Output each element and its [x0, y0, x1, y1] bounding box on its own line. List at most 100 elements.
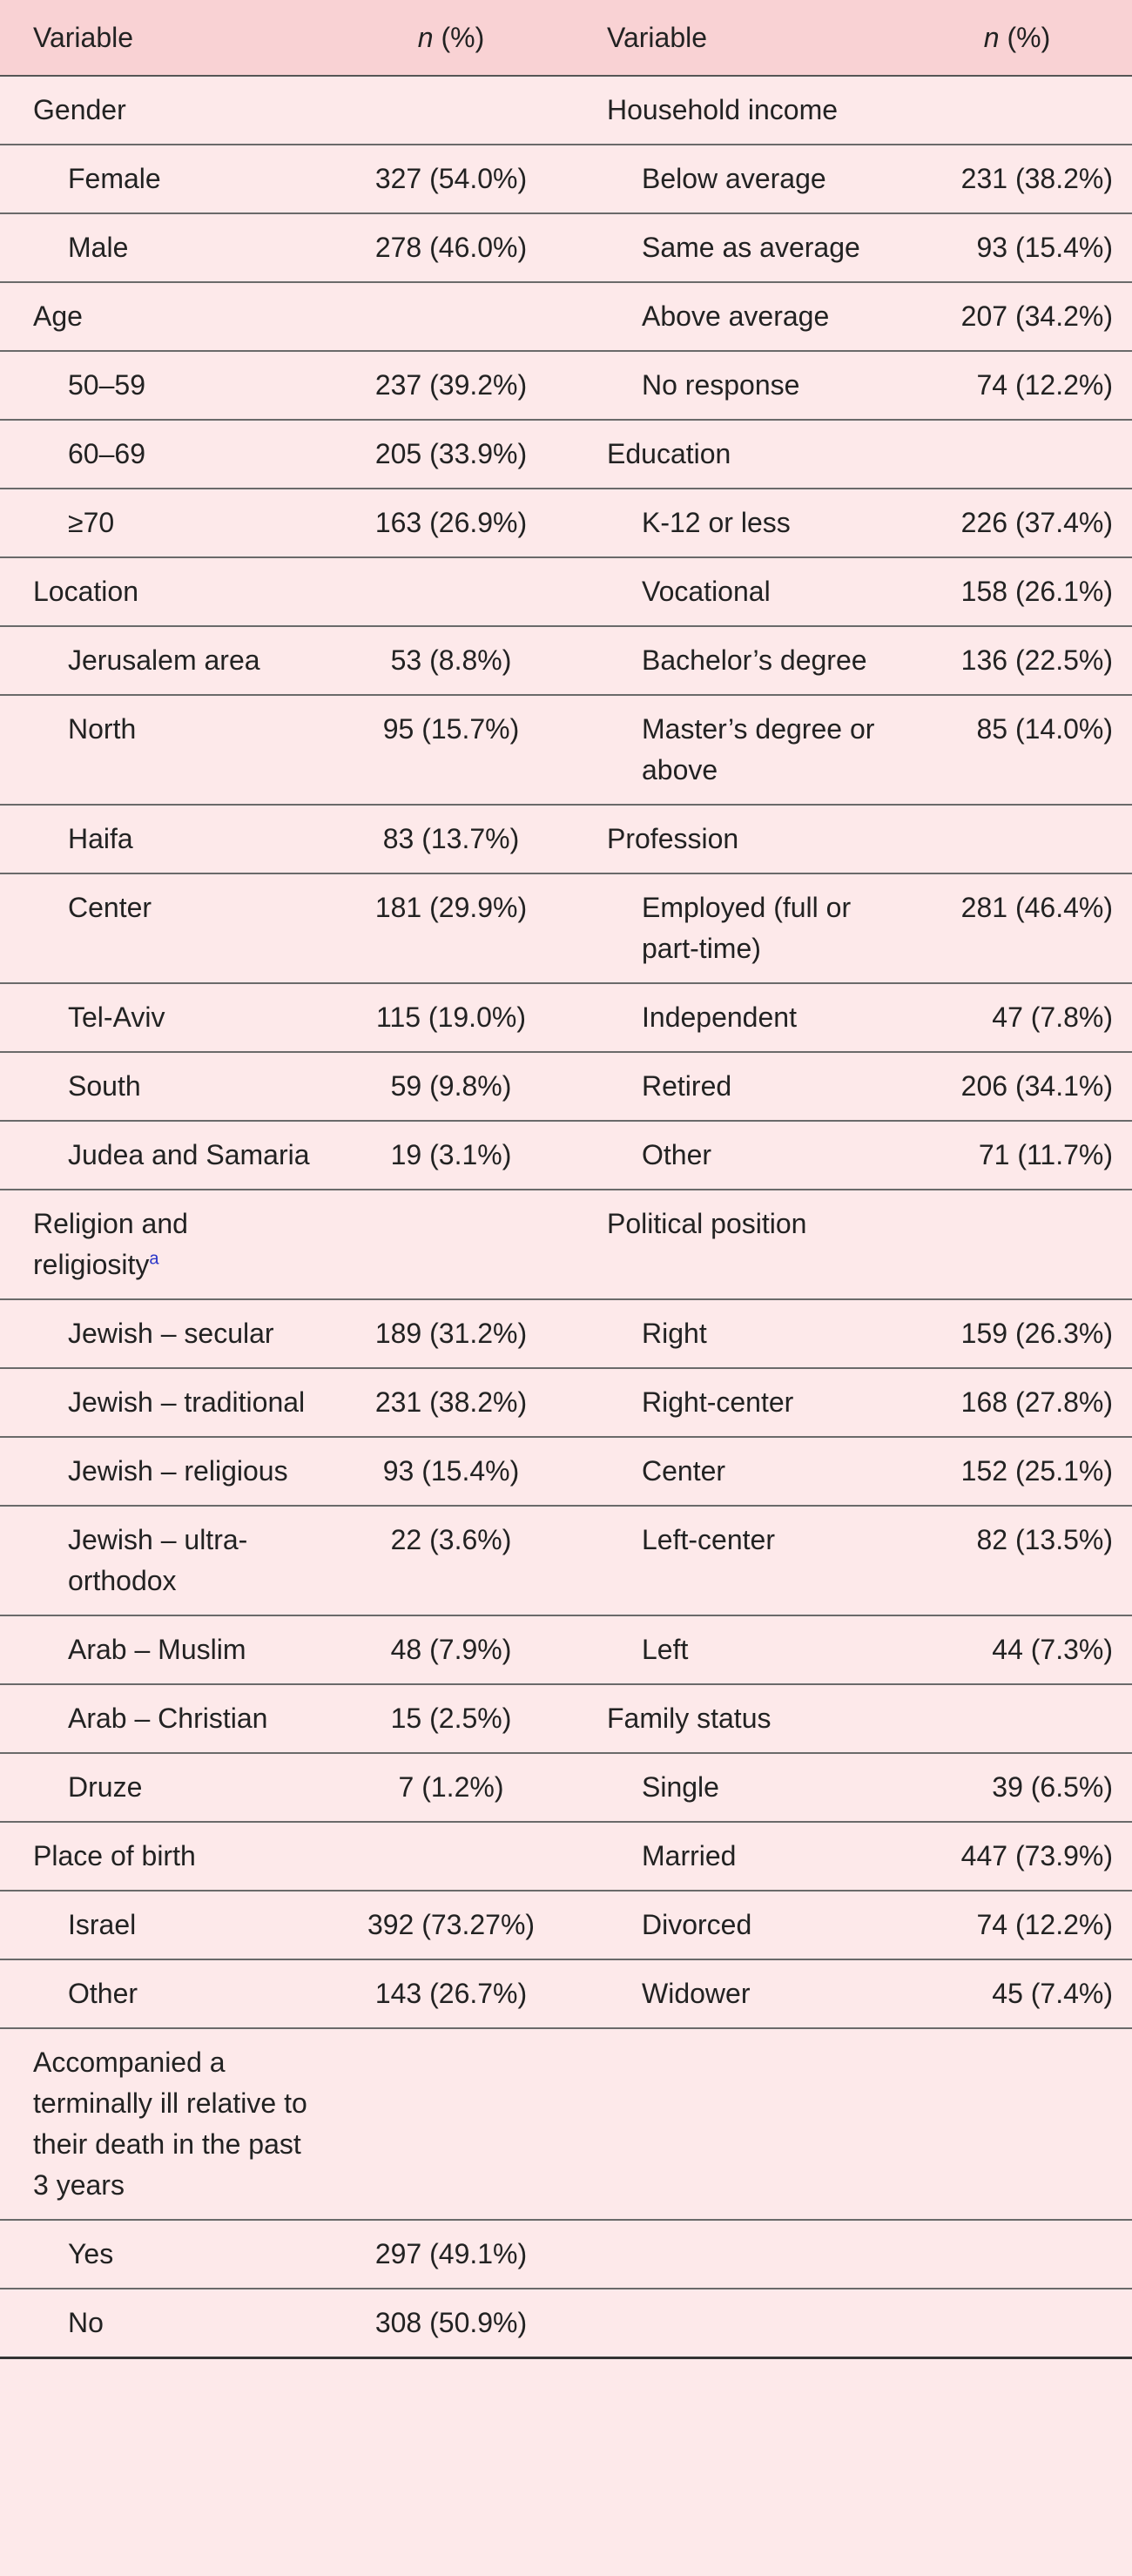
value-cell: 136 (22.5%) [902, 626, 1132, 696]
table-row: Arab – Christian 15 (2.5%) Family status [0, 1684, 1132, 1754]
label-cell: Jerusalem area [0, 626, 328, 696]
label-cell [574, 2028, 902, 2221]
value-text: 143 (26.7%) [374, 1978, 528, 2009]
value-text: 206 (34.1%) [960, 1070, 1113, 1102]
value-cell: 231 (38.2%) [902, 145, 1132, 214]
value-text: 83 (13.7%) [382, 823, 520, 854]
value-text: 159 (26.3%) [960, 1318, 1113, 1349]
label-cell: Other [0, 1959, 328, 2029]
label-cell: Vocational [574, 557, 902, 627]
value-cell [902, 1190, 1132, 1300]
label-text: Profession [607, 823, 739, 854]
label-text: Same as average [642, 232, 860, 263]
label-cell: Center [574, 1437, 902, 1507]
header-n: n [983, 22, 1000, 53]
label-cell: Left-center [574, 1506, 902, 1616]
label-cell: Divorced [574, 1891, 902, 1960]
table-row: Yes 297 (49.1%) [0, 2220, 1132, 2289]
value-text: 74 (12.2%) [976, 369, 1113, 401]
label-cell: No response [574, 351, 902, 421]
label-cell: Above average [574, 282, 902, 352]
label-cell: North [0, 695, 328, 806]
label-text: North [68, 713, 137, 745]
value-text: 237 (39.2%) [374, 369, 528, 401]
label-text: Yes [68, 2238, 114, 2269]
label-cell: Retired [574, 1052, 902, 1122]
label-cell: Tel-Aviv [0, 983, 328, 1053]
value-cell: 159 (26.3%) [902, 1299, 1132, 1369]
value-text: 168 (27.8%) [960, 1386, 1113, 1418]
value-cell [902, 2028, 1132, 2221]
label-cell: Yes [0, 2220, 328, 2289]
label-text: Family status [607, 1703, 772, 1734]
value-text: 189 (31.2%) [374, 1318, 528, 1349]
header-cell: n (%) [902, 0, 1132, 77]
value-cell [902, 1684, 1132, 1754]
value-text: 231 (38.2%) [374, 1386, 528, 1418]
table-row: Jerusalem area 53 (8.8%) Bachelor’s degree… [0, 626, 1132, 696]
label-cell: Right [574, 1299, 902, 1369]
value-text: 163 (26.9%) [374, 507, 528, 538]
table-row: Male 278 (46.0%) Same as average 93 (15.4%) [0, 213, 1132, 283]
value-text: 74 (12.2%) [976, 1909, 1113, 1940]
table-header: Variable n (%) Variable n (%) [0, 0, 1132, 77]
value-cell: 47 (7.8%) [902, 983, 1132, 1053]
value-cell: 95 (15.7%) [328, 695, 574, 806]
label-text: No response [642, 369, 800, 401]
label-text: Female [68, 163, 161, 194]
label-text: K-12 or less [642, 507, 791, 538]
label-text: Location [33, 576, 138, 607]
value-text: 53 (8.8%) [390, 644, 512, 676]
header-row: Variable n (%) Variable n (%) [0, 0, 1132, 77]
value-cell [328, 557, 574, 627]
label-text: ≥70 [68, 507, 115, 538]
value-cell [902, 76, 1132, 145]
label-text: Household income [607, 94, 839, 125]
label-text: Religion and religiosity [33, 1208, 188, 1280]
label-text: Other [68, 1978, 138, 2009]
value-cell [328, 282, 574, 352]
label-cell: ≥70 [0, 489, 328, 558]
value-text: 152 (25.1%) [960, 1455, 1113, 1487]
value-cell: 93 (15.4%) [902, 213, 1132, 283]
label-cell: Master’s degree or above [574, 695, 902, 806]
label-text: Left [642, 1634, 689, 1665]
value-cell [902, 420, 1132, 489]
label-text: Age [33, 300, 83, 332]
header-cell: n (%) [328, 0, 574, 77]
value-cell: 22 (3.6%) [328, 1506, 574, 1616]
label-text: Above average [642, 300, 830, 332]
label-cell: Right-center [574, 1368, 902, 1438]
value-cell: 281 (46.4%) [902, 873, 1132, 984]
label-text: Right [642, 1318, 707, 1349]
label-text: Jewish – religious [68, 1455, 288, 1487]
label-cell: No [0, 2289, 328, 2359]
table-row: Israel 392 (73.27%) Divorced 74 (12.2%) [0, 1891, 1132, 1960]
label-text: Bachelor’s degree [642, 644, 867, 676]
label-cell: Left [574, 1615, 902, 1685]
value-cell: 327 (54.0%) [328, 145, 574, 214]
value-text: 136 (22.5%) [960, 644, 1113, 676]
label-cell: Judea and Samaria [0, 1121, 328, 1190]
label-text: Accompanied a terminally ill relative to… [33, 2047, 307, 2201]
value-text: 231 (38.2%) [960, 163, 1113, 194]
label-cell: Single [574, 1753, 902, 1823]
value-cell: 207 (34.2%) [902, 282, 1132, 352]
header-pct: (%) [441, 22, 485, 53]
label-text: South [68, 1070, 141, 1102]
value-text: 327 (54.0%) [374, 163, 528, 194]
value-text: 93 (15.4%) [382, 1455, 520, 1487]
label-text: Divorced [642, 1909, 752, 1940]
value-cell [328, 2028, 574, 2221]
value-cell: 74 (12.2%) [902, 351, 1132, 421]
label-cell: Employed (full or part-time) [574, 873, 902, 984]
value-text: 392 (73.27%) [367, 1909, 536, 1940]
value-cell: 115 (19.0%) [328, 983, 574, 1053]
label-text: Other [642, 1139, 712, 1170]
label-text: Judea and Samaria [68, 1139, 310, 1170]
table-row: 50–59 237 (39.2%) No response 74 (12.2%) [0, 351, 1132, 421]
table-body: Gender Household income Female 327 (54.0%) B… [0, 76, 1132, 2359]
label-cell: Education [574, 420, 902, 489]
value-cell: 152 (25.1%) [902, 1437, 1132, 1507]
label-text: Single [642, 1771, 719, 1803]
